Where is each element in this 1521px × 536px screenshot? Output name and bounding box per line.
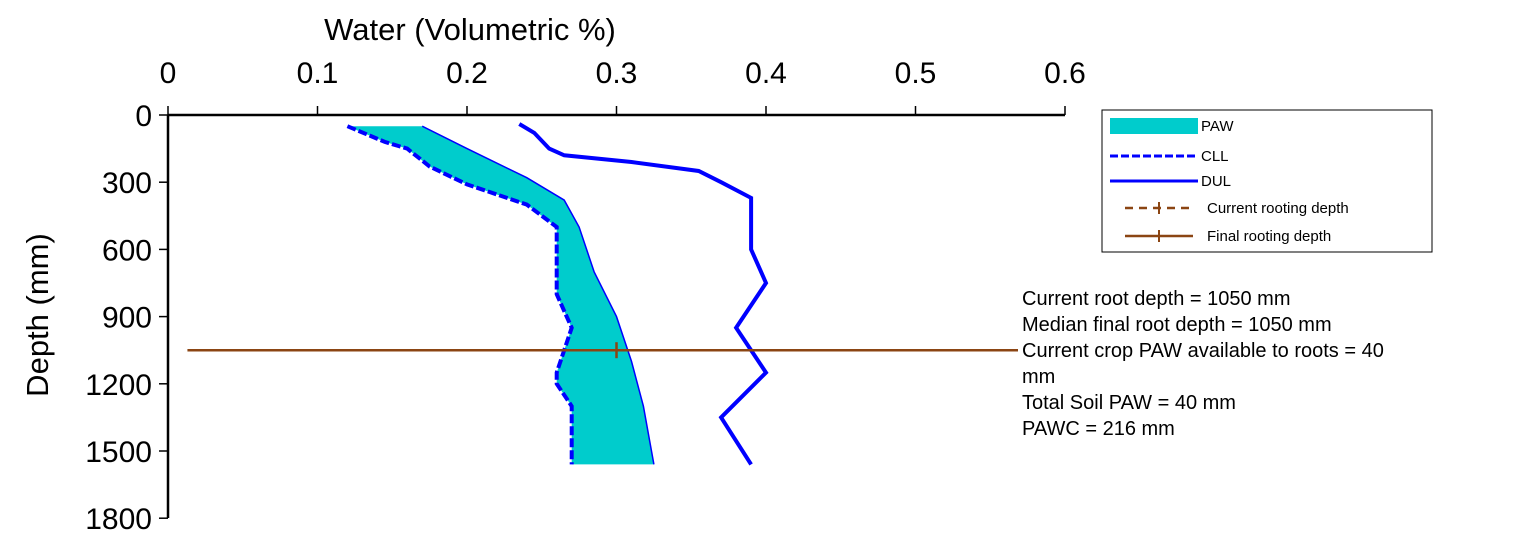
dul-line — [518, 122, 769, 466]
root-depth-layer — [187, 342, 1018, 359]
x-tick-label: 0.1 — [297, 57, 339, 90]
axes-layer: 0 0.1 0.2 0.3 0.4 0.5 0.6 0 300 600 900 1200 1500 180… — [85, 57, 1086, 536]
legend-label-dul: DUL — [1201, 173, 1231, 190]
x-tick-label: 0.2 — [446, 57, 488, 90]
summary-current-crop-paw: Current crop PAW available to roots = 40 — [1022, 340, 1384, 362]
x-axis-title: Water (Volumetric %) — [324, 12, 616, 47]
legend-swatch-paw — [1110, 118, 1198, 134]
legend-label-final-rooting-depth: Final rooting depth — [1207, 228, 1331, 245]
summary-median-final-root-depth: Median final root depth = 1050 mm — [1022, 314, 1332, 336]
legend-label-current-rooting-depth: Current rooting depth — [1207, 200, 1349, 217]
y-tick-label: 1500 — [85, 436, 152, 469]
cll-line — [346, 124, 574, 465]
x-tick-label: 0.6 — [1044, 57, 1086, 90]
paw-area-layer — [347, 125, 655, 465]
x-tick-label: 0.5 — [895, 57, 937, 90]
y-tick-label: 900 — [102, 302, 152, 335]
y-tick-label: 1800 — [85, 503, 152, 536]
paw-area — [347, 126, 654, 465]
legend-label-cll: CLL — [1201, 148, 1229, 165]
summary-panel: Current root depth = 1050 mm Median fina… — [1022, 286, 1502, 442]
legend: PAW CLL DUL Current rooting depth Final root… — [1101, 109, 1433, 253]
x-tick-label: 0 — [160, 57, 177, 90]
y-tick-label: 300 — [102, 167, 152, 200]
legend-label-paw: PAW — [1201, 118, 1234, 135]
summary-current-crop-paw-unit: mm — [1022, 366, 1056, 388]
x-tick-label: 0.4 — [745, 57, 787, 90]
paw-upper-edge — [421, 125, 655, 465]
summary-pawc: PAWC = 216 mm — [1022, 418, 1175, 440]
summary-current-root-depth: Current root depth = 1050 mm — [1022, 288, 1291, 310]
y-tick-label: 600 — [102, 234, 152, 267]
y-tick-label: 1200 — [85, 369, 152, 402]
summary-total-soil-paw: Total Soil PAW = 40 mm — [1022, 392, 1236, 414]
series-lines-layer — [346, 122, 769, 466]
y-axis-title: Depth (mm) — [20, 233, 55, 397]
y-tick-label: 0 — [135, 100, 152, 133]
x-tick-label: 0.3 — [596, 57, 638, 90]
